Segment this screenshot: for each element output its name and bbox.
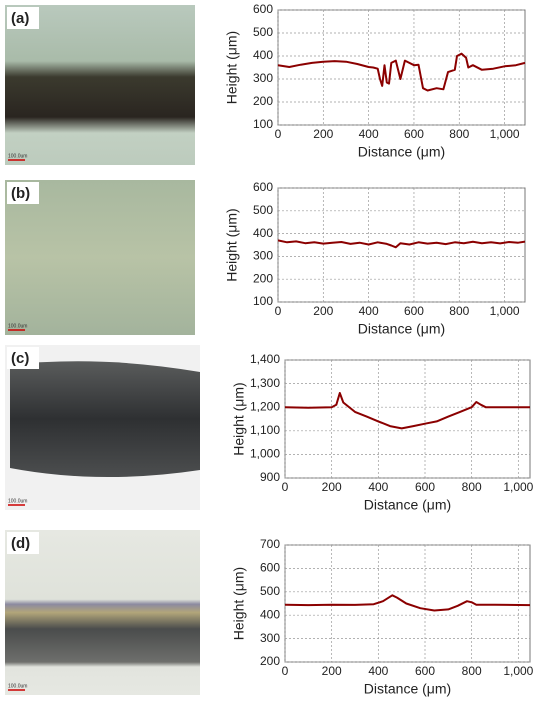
scale-bar-label: 100.0um bbox=[8, 153, 27, 159]
x-axis-label: Distance (μm) bbox=[364, 497, 451, 513]
x-tick-label: 200 bbox=[313, 304, 333, 318]
plot-area bbox=[277, 9, 526, 126]
x-tick-label: 600 bbox=[415, 480, 435, 494]
y-tick-label: 500 bbox=[253, 25, 273, 39]
y-tick-label: 100 bbox=[253, 294, 273, 308]
x-tick-label: 400 bbox=[359, 127, 379, 141]
y-tick-label: 300 bbox=[253, 71, 273, 85]
x-tick-label: 0 bbox=[275, 127, 282, 141]
plot-area bbox=[284, 359, 531, 479]
y-axis-label: Height (μm) bbox=[231, 382, 247, 455]
micrograph bbox=[5, 180, 195, 335]
x-tick-label: 400 bbox=[368, 480, 388, 494]
x-tick-label: 200 bbox=[322, 664, 342, 678]
panel-label-box bbox=[7, 7, 39, 29]
panel-label-box bbox=[7, 532, 39, 554]
panel-label: (a) bbox=[11, 10, 29, 27]
y-tick-label: 1,200 bbox=[250, 399, 280, 413]
x-tick-label: 1,000 bbox=[503, 480, 533, 494]
x-tick-label: 1,000 bbox=[503, 664, 533, 678]
y-axis-label: Height (μm) bbox=[224, 208, 240, 281]
x-tick-label: 800 bbox=[462, 664, 482, 678]
x-tick-label: 0 bbox=[282, 480, 289, 494]
x-tick-label: 1,000 bbox=[490, 127, 520, 141]
y-axis-label: Height (μm) bbox=[224, 31, 240, 104]
x-tick-label: 400 bbox=[368, 664, 388, 678]
x-tick-label: 0 bbox=[275, 304, 282, 318]
y-tick-label: 1,300 bbox=[250, 376, 280, 390]
panel-label-box bbox=[7, 182, 39, 204]
data-line bbox=[277, 239, 526, 249]
y-tick-label: 1,400 bbox=[250, 352, 280, 366]
x-tick-label: 600 bbox=[404, 304, 424, 318]
y-tick-label: 500 bbox=[260, 584, 280, 598]
y-tick-label: 1,000 bbox=[250, 447, 280, 461]
data-line bbox=[284, 594, 531, 612]
y-tick-label: 300 bbox=[260, 631, 280, 645]
scale-bar-label: 100.0um bbox=[8, 683, 27, 689]
panel-label: (c) bbox=[11, 350, 29, 367]
y-tick-label: 100 bbox=[253, 117, 273, 131]
x-axis-label: Distance (μm) bbox=[358, 321, 445, 337]
micrograph bbox=[5, 530, 200, 695]
data-line bbox=[284, 392, 530, 430]
x-tick-label: 200 bbox=[322, 480, 342, 494]
x-tick-label: 800 bbox=[449, 304, 469, 318]
x-tick-label: 600 bbox=[415, 664, 435, 678]
y-tick-label: 400 bbox=[260, 607, 280, 621]
y-tick-label: 600 bbox=[253, 2, 273, 16]
y-tick-label: 300 bbox=[253, 249, 273, 263]
panel-label: (b) bbox=[11, 185, 30, 202]
x-tick-label: 200 bbox=[313, 127, 333, 141]
plot-area bbox=[277, 187, 526, 303]
y-tick-label: 700 bbox=[260, 537, 280, 551]
y-tick-label: 600 bbox=[253, 180, 273, 194]
x-axis-label: Distance (μm) bbox=[358, 144, 445, 160]
panel-label-box bbox=[7, 347, 39, 369]
y-tick-label: 900 bbox=[260, 470, 280, 484]
y-tick-label: 500 bbox=[253, 203, 273, 217]
scale-bar-label: 100.0um bbox=[8, 323, 27, 329]
y-axis-label: Height (μm) bbox=[231, 567, 247, 640]
y-tick-label: 400 bbox=[253, 226, 273, 240]
micrograph bbox=[5, 5, 195, 165]
y-tick-label: 200 bbox=[253, 271, 273, 285]
y-tick-label: 600 bbox=[260, 561, 280, 575]
panel-label: (d) bbox=[11, 535, 30, 552]
scale-bar-label: 100.0um bbox=[8, 498, 27, 504]
x-tick-label: 400 bbox=[359, 304, 379, 318]
wear-track bbox=[10, 361, 200, 478]
x-tick-label: 800 bbox=[462, 480, 482, 494]
x-tick-label: 1,000 bbox=[490, 304, 520, 318]
x-tick-label: 800 bbox=[449, 127, 469, 141]
y-tick-label: 400 bbox=[253, 48, 273, 62]
y-tick-label: 200 bbox=[260, 654, 280, 668]
x-tick-label: 0 bbox=[282, 664, 289, 678]
y-tick-label: 200 bbox=[253, 94, 273, 108]
x-tick-label: 600 bbox=[404, 127, 424, 141]
y-tick-label: 1,100 bbox=[250, 423, 280, 437]
data-line bbox=[277, 52, 526, 92]
x-axis-label: Distance (μm) bbox=[364, 681, 451, 697]
